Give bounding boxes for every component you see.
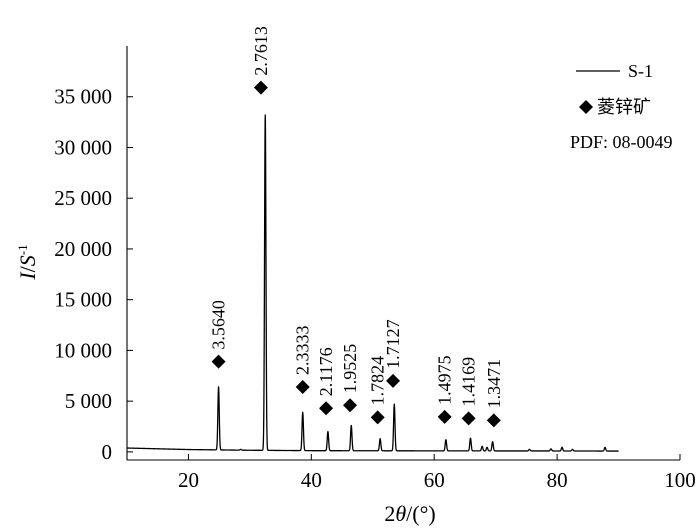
legend-pdf-label: PDF: 08-0049 — [570, 132, 673, 152]
y-tick-label: 0 — [102, 440, 113, 464]
diamond-marker-icon — [437, 409, 452, 424]
peak-d-spacing-label: 2.1176 — [316, 347, 336, 396]
peak-d-spacing-label: 1.7824 — [368, 356, 388, 406]
legend: S-1 菱锌矿 PDF: 08-0049 — [570, 61, 673, 152]
y-tick-label: 30 000 — [54, 135, 112, 159]
peak-d-spacing-label: 3.5640 — [209, 300, 229, 350]
y-tick-label: 15 000 — [54, 288, 112, 312]
diamond-marker-icon — [386, 373, 401, 388]
y-tick-label: 5 000 — [65, 389, 112, 413]
peak-d-spacing-label: 1.4975 — [435, 355, 455, 405]
x-ticks: 20 40 60 80 100 — [178, 454, 696, 492]
y-tick-label: 35 000 — [54, 85, 112, 109]
peak-d-spacing-label: 1.7127 — [383, 319, 403, 369]
y-tick-label: 10 000 — [54, 338, 112, 362]
diamond-marker-icon — [370, 410, 385, 425]
x-axis-title: 2θ/(°) — [384, 501, 435, 526]
y-tick-label: 25 000 — [54, 186, 112, 210]
diamond-marker-icon — [253, 80, 268, 95]
x-tick-label: 40 — [301, 468, 322, 492]
x-tick-label: 80 — [547, 468, 568, 492]
diamond-marker-icon — [295, 379, 310, 394]
peak-markers: 3.5640 2.7613 2.3333 2.1176 1.9525 1.78241.71… — [209, 26, 504, 428]
diamond-marker-icon — [211, 354, 226, 369]
y-axis-title: I/S-1 — [15, 244, 40, 280]
peak-d-spacing-label: 1.9525 — [340, 344, 360, 394]
peak-d-spacing-label: 2.7613 — [251, 26, 271, 76]
legend-diamond-icon — [579, 100, 593, 114]
axes: 20 40 60 80 100 0 5 000 10 000 15 000 20 000 25 0… — [54, 46, 696, 492]
legend-marker-label: 菱锌矿 — [597, 97, 651, 117]
peak-d-spacing-label: 1.3471 — [484, 359, 504, 409]
y-tick-label: 20 000 — [54, 237, 112, 261]
legend-line-label: S-1 — [628, 61, 653, 81]
x-tick-label: 20 — [178, 468, 199, 492]
x-tick-label: 60 — [424, 468, 445, 492]
y-ticks: 0 5 000 10 000 15 000 20 000 25 000 30 000 35 0… — [54, 85, 133, 464]
diamond-marker-icon — [319, 401, 334, 416]
xrd-trace-s1 — [126, 114, 620, 452]
peak-d-spacing-label: 2.3333 — [293, 325, 313, 375]
peak-d-spacing-label: 1.4169 — [459, 357, 479, 407]
x-tick-label: 100 — [664, 468, 696, 492]
diamond-marker-icon — [486, 413, 501, 428]
diamond-marker-icon — [461, 411, 476, 426]
diamond-marker-icon — [343, 398, 358, 413]
